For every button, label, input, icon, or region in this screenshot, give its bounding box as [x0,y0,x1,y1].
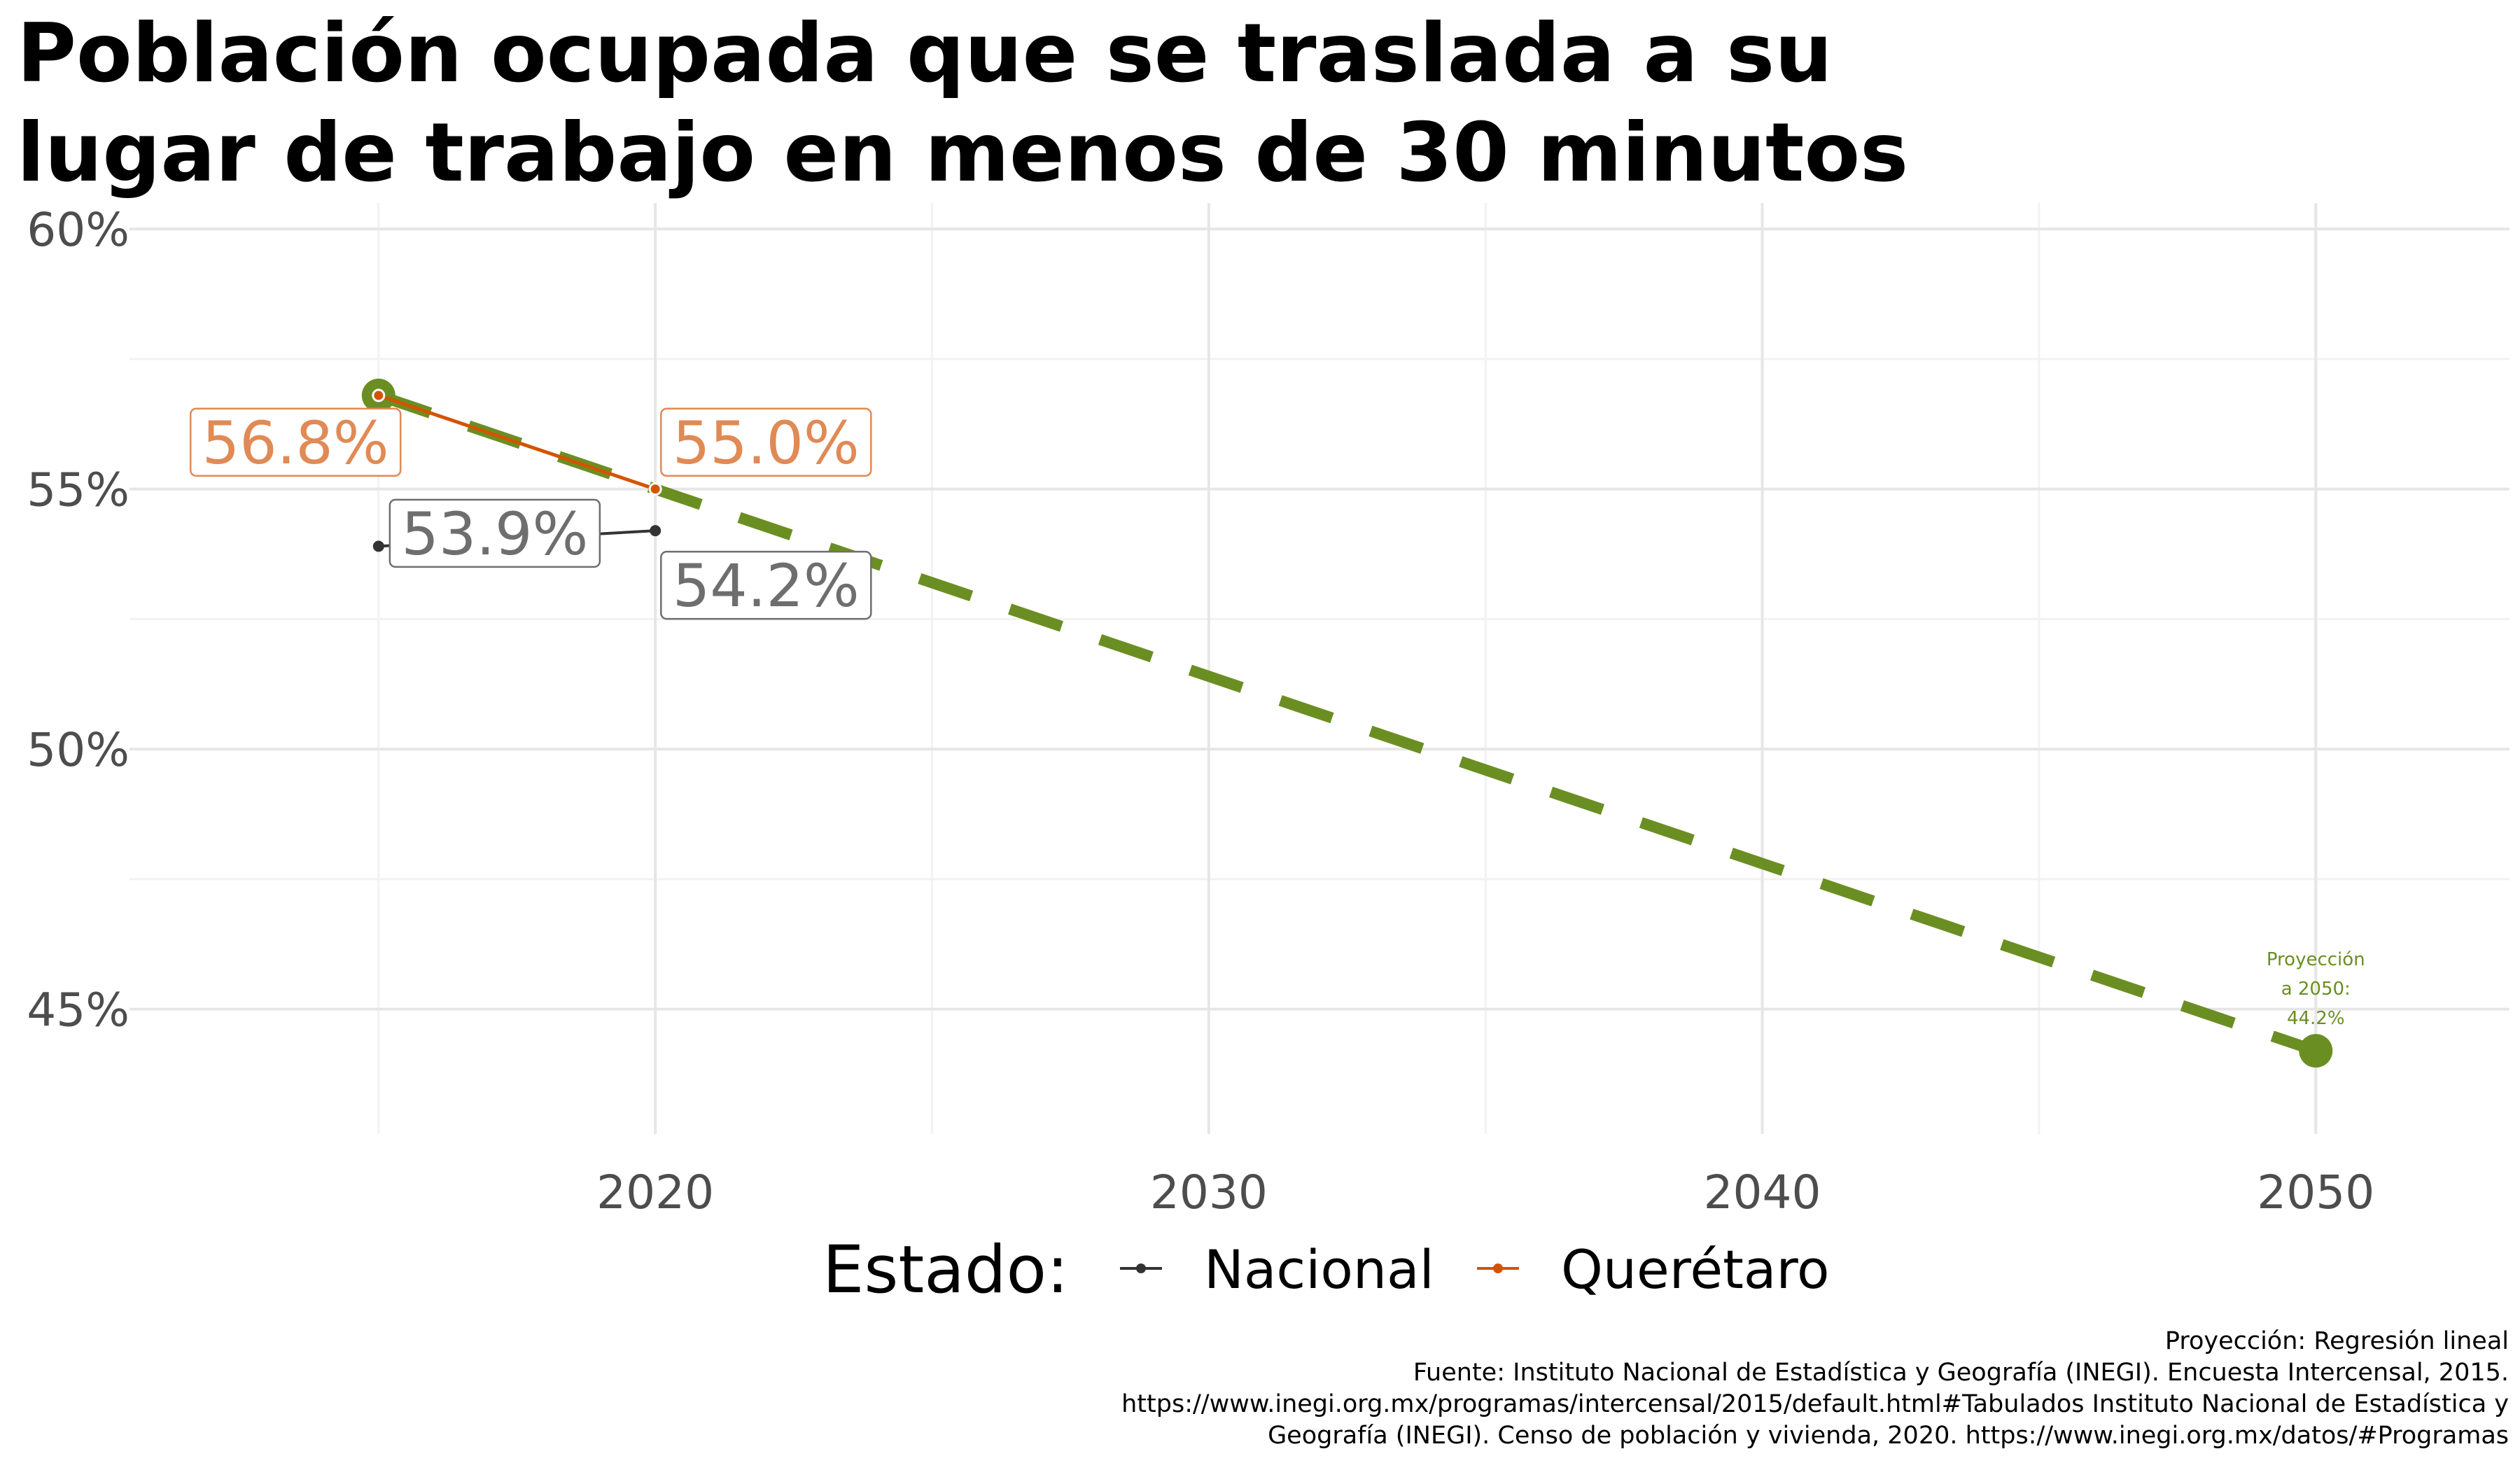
legend-key-point [1136,1264,1146,1273]
label-nacional-2015: 53.9% [401,500,588,568]
x-tick-label: 2040 [1704,1166,1821,1219]
label-queretaro-2015-box [189,407,402,477]
queretaro-point [372,388,386,402]
label-nacional-2020: 54.2% [673,552,860,620]
legend-label: Querétaro [1561,1238,1830,1301]
label-queretaro-2020: 55.0% [673,409,860,477]
x-tick-label: 2020 [596,1166,714,1219]
chart-title: Población ocupada que se traslada a su l… [17,4,1977,203]
legend-label: Nacional [1204,1238,1434,1301]
projection-note-line: 44.2% [2287,1008,2345,1029]
queretaro-line [378,393,656,491]
legend-title: Estado: [822,1232,1069,1308]
legend-key-point [1493,1264,1503,1273]
label-nacional-2015-box [388,498,601,568]
caption-line-2: Fuente: Instituto Nacional de Estadístic… [1413,1359,2509,1387]
y-tick-label: 55% [27,463,130,517]
nacional-point [372,540,384,552]
title-line-2: lugar de trabajo en menos de 30 minutos [17,106,1909,200]
label-queretaro-2020-box [660,407,872,477]
title-line-1: Población ocupada que se traslada a su [17,6,1833,101]
projection-line [377,390,2318,1056]
y-tick-label: 45% [27,983,130,1037]
data-labels: 56.8% 55.0% 53.9% 54.2% Proyección a 2050: 44.… [189,407,2365,1029]
queretaro-point [648,482,662,496]
caption-line-4: Geografía (INEGI). Censo de población y … [1268,1422,2509,1450]
caption: Proyección: Regresión lineal Fuente: Ins… [1121,1326,2509,1452]
nacional-point [650,525,662,537]
caption-line-3: https://www.inegi.org.mx/programas/inter… [1121,1390,2509,1418]
y-tick-label: 50% [27,723,130,777]
legend: Estado: Nacional Querétaro [822,1232,1830,1308]
x-tick-label: 2050 [2257,1166,2374,1219]
label-queretaro-2015: 56.8% [202,409,389,477]
label-nacional-2020-box [660,550,872,620]
y-tick-label: 60% [27,203,130,257]
caption-line-1: Proyección: Regresión lineal [2164,1327,2509,1355]
series-layer [361,378,2333,1068]
projection-note-line: Proyección [2267,949,2365,970]
x-tick-label: 2030 [1150,1166,1268,1219]
projection-note-line: a 2050: [2281,979,2351,1000]
axes: 2020 2030 2040 2050 45% 50% 55% 60% [27,203,2374,1219]
projection-end-point [2299,1034,2333,1068]
grid [130,203,2510,1134]
